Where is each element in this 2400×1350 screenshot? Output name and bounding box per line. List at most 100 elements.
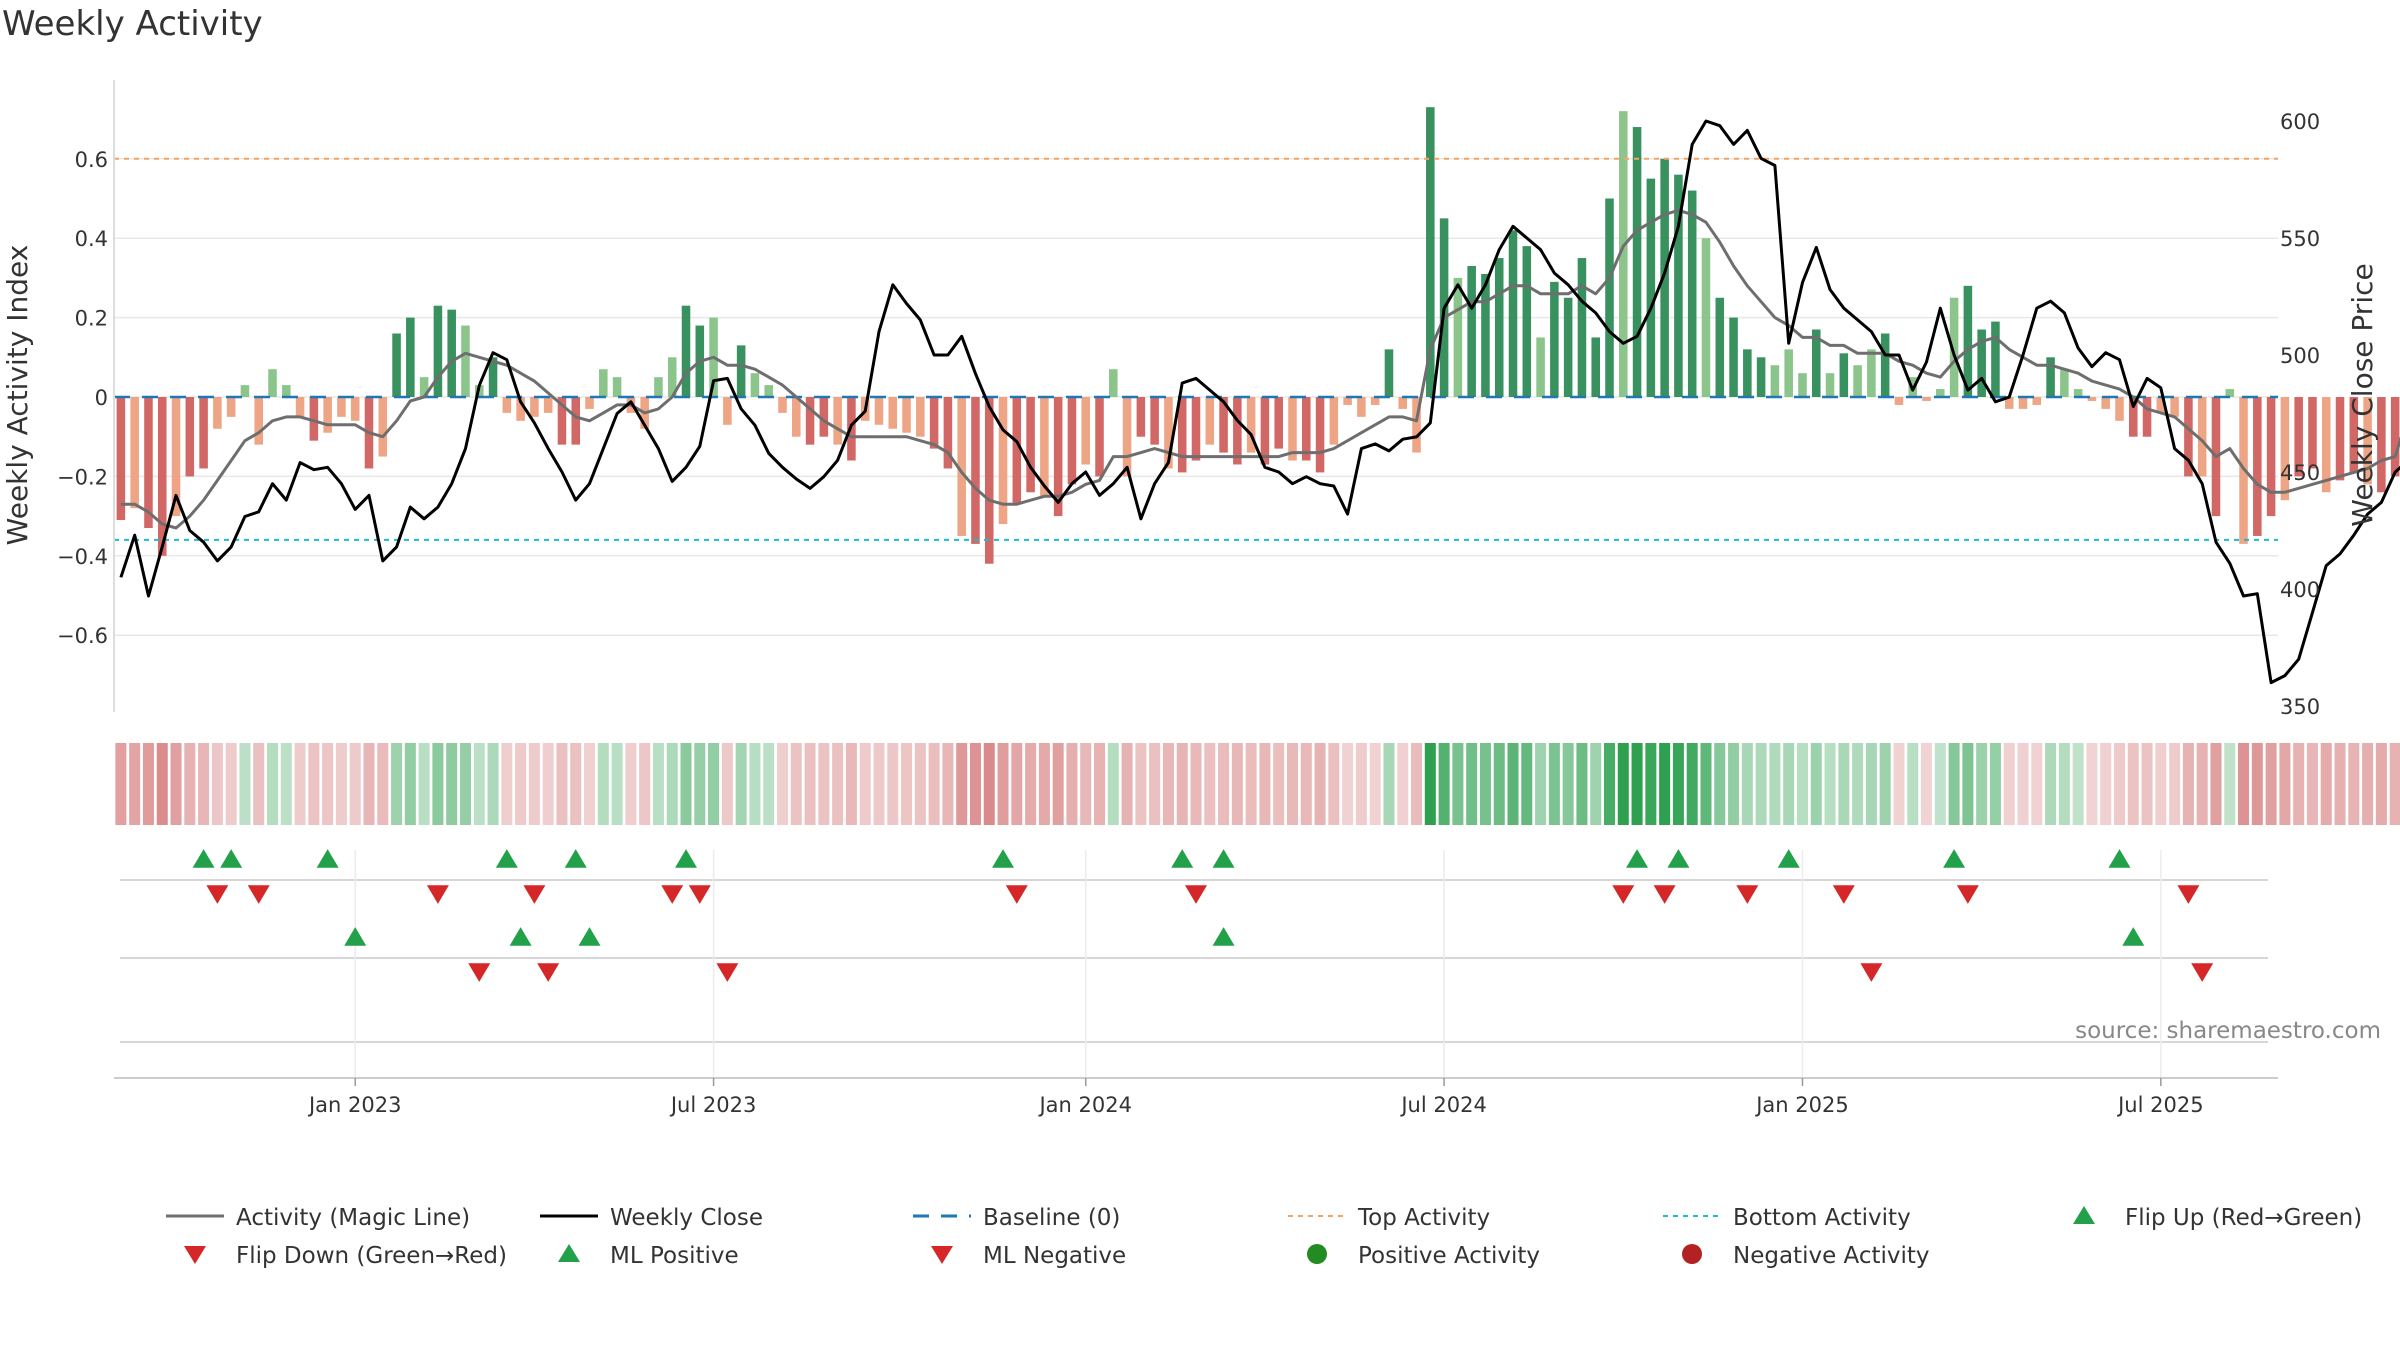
legend-label: Baseline (0) (983, 1205, 1120, 1231)
activity-bar (1577, 258, 1587, 397)
ml-positive-marker (509, 927, 532, 946)
activity-bar (488, 357, 498, 397)
flip-down-marker (1612, 885, 1635, 904)
legend-item: Flip Up (Red→Green) (2073, 1205, 2362, 1231)
activity-bar (516, 397, 525, 421)
y-tick-label: 0.2 (75, 307, 108, 331)
heat-cell (2127, 743, 2139, 825)
heat-cell (1314, 743, 1326, 825)
activity-bar (1550, 281, 1559, 397)
activity-bar (2142, 397, 2152, 437)
activity-bar (2156, 397, 2166, 413)
heat-cell (804, 743, 816, 825)
ml-negative-marker (468, 963, 491, 982)
activity-bar (2073, 389, 2083, 397)
activity-bar (2046, 357, 2055, 397)
activity-bar (1467, 265, 1476, 397)
activity-bar (2294, 397, 2303, 477)
heat-cell (584, 743, 596, 825)
activity-bars (116, 107, 2400, 564)
activity-bar (1715, 297, 1725, 397)
heat-cell (1300, 743, 1312, 825)
heat-cell (2375, 743, 2387, 825)
activity-bar (1481, 273, 1490, 397)
x-tick-label: Jul 2025 (2116, 1093, 2203, 1117)
heat-cell (887, 743, 899, 825)
activity-bar (557, 397, 567, 445)
flip-up-marker (675, 849, 698, 868)
legend-label: ML Negative (983, 1243, 1126, 1269)
y2-tick-label: 500 (2280, 344, 2320, 368)
activity-bar (116, 397, 126, 521)
activity-bar (1991, 321, 2000, 397)
legend-item: ML Negative (931, 1243, 1126, 1269)
activity-bar (1177, 397, 1187, 473)
ml-negative-marker (1860, 963, 1883, 982)
activity-bar (1563, 297, 1573, 397)
activity-bar (667, 357, 677, 397)
heat-cell (142, 743, 154, 825)
heat-cell (735, 743, 747, 825)
heat-cell (1107, 743, 1119, 825)
heat-cell (1038, 743, 1050, 825)
heat-cell (1066, 743, 1078, 825)
heat-cell (1921, 743, 1933, 825)
heat-cell (1741, 743, 1753, 825)
activity-bar (1205, 397, 1215, 445)
activity-bar (1040, 397, 1049, 497)
heat-cell (1603, 743, 1616, 825)
activity-bar (350, 397, 360, 421)
heat-cell (1342, 743, 1354, 825)
heat-cell (2100, 743, 2112, 825)
activity-bar (323, 397, 332, 433)
heat-cell (1162, 743, 1174, 825)
activity-bar (1922, 397, 1931, 401)
activity-bar (268, 369, 277, 397)
flip-down-marker (2177, 885, 2200, 904)
activity-bar (185, 397, 195, 477)
flip-up-marker (192, 849, 215, 868)
activity-bar (2197, 397, 2207, 477)
heat-cell (2334, 743, 2346, 825)
heat-cell (2155, 743, 2167, 825)
activity-bar (392, 333, 401, 397)
legend-label: Positive Activity (1358, 1243, 1540, 1269)
activity-bar (1591, 337, 1600, 397)
activity-bar (447, 309, 456, 397)
heat-cell (2265, 743, 2277, 825)
flip-up-marker (1171, 849, 1194, 868)
activity-bar (792, 397, 801, 437)
heat-cell (997, 743, 1009, 825)
activity-bar (171, 397, 181, 517)
heat-cell (749, 743, 761, 825)
heat-cell (1879, 743, 1891, 825)
heat-cell (1976, 743, 1988, 825)
activity-bar (1384, 349, 1394, 397)
activity-bar (240, 385, 250, 397)
activity-bar (1756, 357, 1766, 397)
legend-label: Negative Activity (1733, 1243, 1930, 1269)
heat-cell (611, 743, 623, 825)
activity-bar (1260, 397, 1270, 465)
x-tick-label: Jul 2023 (669, 1093, 756, 1117)
heat-cell (2045, 743, 2057, 825)
legend-swatch (931, 1246, 953, 1264)
heat-cell (2003, 743, 2015, 825)
heat-cell (1245, 743, 1257, 825)
heat-cell (1328, 743, 1340, 825)
activity-bar (1811, 329, 1821, 397)
activity-bar (406, 317, 415, 397)
heat-cell (1535, 743, 1547, 825)
heat-cell (501, 743, 513, 825)
activity-bar (1619, 111, 1628, 397)
activity-bar (309, 397, 319, 441)
activity-bar (2087, 397, 2097, 401)
flip-up-marker (1626, 849, 1649, 868)
magic-line-series (120, 208, 2400, 530)
heat-cell (1259, 743, 1271, 825)
activity-bar (612, 377, 622, 397)
heat-cell (294, 743, 306, 825)
heat-cell (1728, 743, 1740, 825)
activity-bar (929, 397, 939, 449)
activity-bar (1453, 277, 1463, 397)
